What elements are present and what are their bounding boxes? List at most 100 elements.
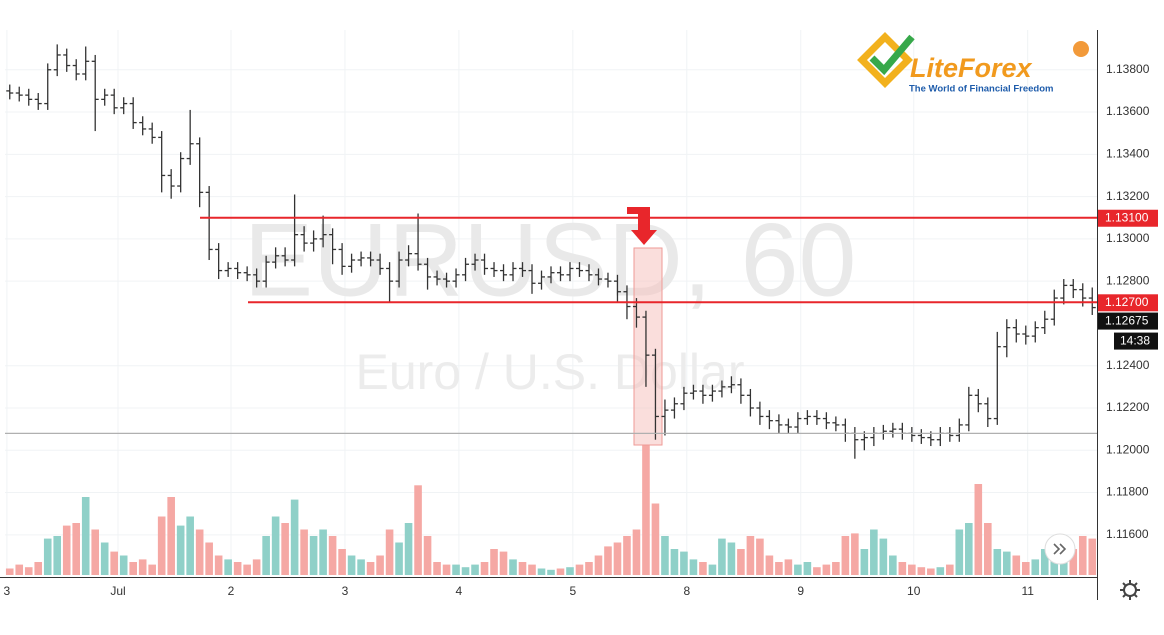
- volume-bar: [53, 536, 62, 575]
- volume-bar: [490, 549, 498, 575]
- volume-bar: [509, 559, 517, 575]
- volume-bar: [233, 562, 242, 575]
- volume-bar: [24, 567, 33, 575]
- x-tick-label: 3: [342, 584, 349, 598]
- volume-bar: [537, 568, 546, 575]
- volume-bar: [556, 568, 565, 575]
- last-price-label: 1.12675: [1105, 313, 1149, 327]
- volume-bar: [347, 555, 356, 575]
- volume-bar: [1021, 562, 1030, 575]
- x-tick-label: 11: [1021, 584, 1034, 598]
- level-label: 1.12700: [1105, 295, 1149, 309]
- y-tick-label: 1.13600: [1106, 104, 1150, 118]
- volume-bar: [376, 555, 384, 575]
- arrow: [627, 207, 657, 245]
- volume-bar: [860, 549, 869, 575]
- volume-bar: [5, 568, 14, 575]
- volume-bar: [746, 536, 755, 575]
- level-label-box: [1098, 294, 1158, 312]
- volume-bar: [119, 555, 128, 575]
- volume-bar: [195, 529, 204, 575]
- axes: 1.11600 1.11800 1.12000 1.12200 1.12400 1.128…: [4, 62, 1150, 598]
- x-tick-label: 9: [797, 584, 804, 598]
- volume-bar: [594, 555, 603, 575]
- volume-bar: [1088, 538, 1097, 575]
- volume-bar: [689, 559, 698, 575]
- volume-bar: [547, 569, 555, 575]
- volume-bar: [461, 567, 470, 575]
- y-tick-label: 1.12400: [1106, 358, 1150, 372]
- volume-bar: [471, 564, 479, 575]
- volume-bar: [632, 529, 641, 575]
- volume-bar: [252, 559, 261, 575]
- volume-bar: [775, 562, 783, 575]
- volume-bar: [604, 546, 612, 575]
- volume-bar: [205, 542, 213, 575]
- logo: LiteForex The World of Financial Freedom: [857, 32, 1089, 95]
- x-tick-label: 4: [456, 584, 463, 598]
- volume-bar: [15, 564, 24, 575]
- volume-bar: [898, 562, 907, 575]
- y-tick-label: 1.12000: [1106, 442, 1150, 456]
- volume-bar: [72, 523, 81, 575]
- volume-bar: [794, 564, 802, 575]
- volume-bar: [718, 538, 726, 575]
- y-tick-label: 1.13800: [1106, 62, 1150, 76]
- volume-bar: [1002, 551, 1011, 575]
- volume-bar: [784, 559, 793, 575]
- volume-bar: [243, 564, 251, 575]
- last-price-box: [1098, 312, 1158, 330]
- countdown-box: [1114, 332, 1158, 350]
- volume-bar: [395, 542, 403, 575]
- volume-bar: [528, 564, 536, 575]
- volume-bar: [110, 551, 118, 575]
- y-tick-label: 1.13200: [1106, 189, 1150, 203]
- volume-bar: [936, 567, 945, 575]
- volume-bar: [727, 542, 736, 575]
- y-tick-label: 1.12200: [1106, 400, 1150, 414]
- volume-bar: [832, 562, 840, 575]
- logo-check: [869, 34, 915, 76]
- volume-bar: [338, 549, 346, 575]
- volume-bar: [176, 525, 185, 575]
- volume-bar: [357, 559, 365, 575]
- volume-bar: [43, 538, 52, 575]
- volume-bar: [157, 516, 166, 575]
- volume-bar: [670, 549, 679, 575]
- volume-bar: [822, 564, 831, 575]
- x-tick-label: Jul: [110, 584, 125, 598]
- volume-bar: [851, 533, 859, 575]
- volume-bar: [81, 497, 90, 575]
- volume-bar: [518, 562, 527, 575]
- volume-bar: [34, 562, 43, 575]
- volume-bar: [984, 523, 992, 575]
- volume-bar: [955, 529, 964, 575]
- level-label-box: [1098, 209, 1158, 227]
- volume-bar: [385, 529, 394, 575]
- x-tick-label: 5: [569, 584, 576, 598]
- volume-bar: [917, 567, 926, 575]
- levels: 1.13100 1.12700 1.12675 14:38: [5, 209, 1158, 434]
- volume-bar: [433, 562, 441, 575]
- volume-bar: [480, 562, 489, 575]
- x-tick-label: 10: [907, 584, 921, 598]
- volume-bar: [499, 551, 508, 575]
- volume-bar: [262, 536, 270, 575]
- volume-bar: [870, 529, 878, 575]
- volume-bar: [129, 562, 137, 575]
- x-tick-label: 3: [4, 584, 11, 598]
- logo-badge: [1073, 41, 1089, 57]
- volume-bar: [366, 562, 375, 575]
- level-label: 1.13100: [1105, 210, 1149, 224]
- volume-bar: [91, 529, 100, 575]
- x-tick-label: 8: [683, 584, 690, 598]
- volume-bar: [290, 499, 299, 575]
- x-tick-label: 2: [228, 584, 235, 598]
- settings-button[interactable]: [1120, 580, 1140, 600]
- volume-bar: [585, 562, 593, 575]
- volume-bar: [642, 445, 650, 575]
- volume-bar: [803, 562, 812, 575]
- volume-bar: [186, 516, 194, 575]
- volume-bar: [309, 536, 318, 575]
